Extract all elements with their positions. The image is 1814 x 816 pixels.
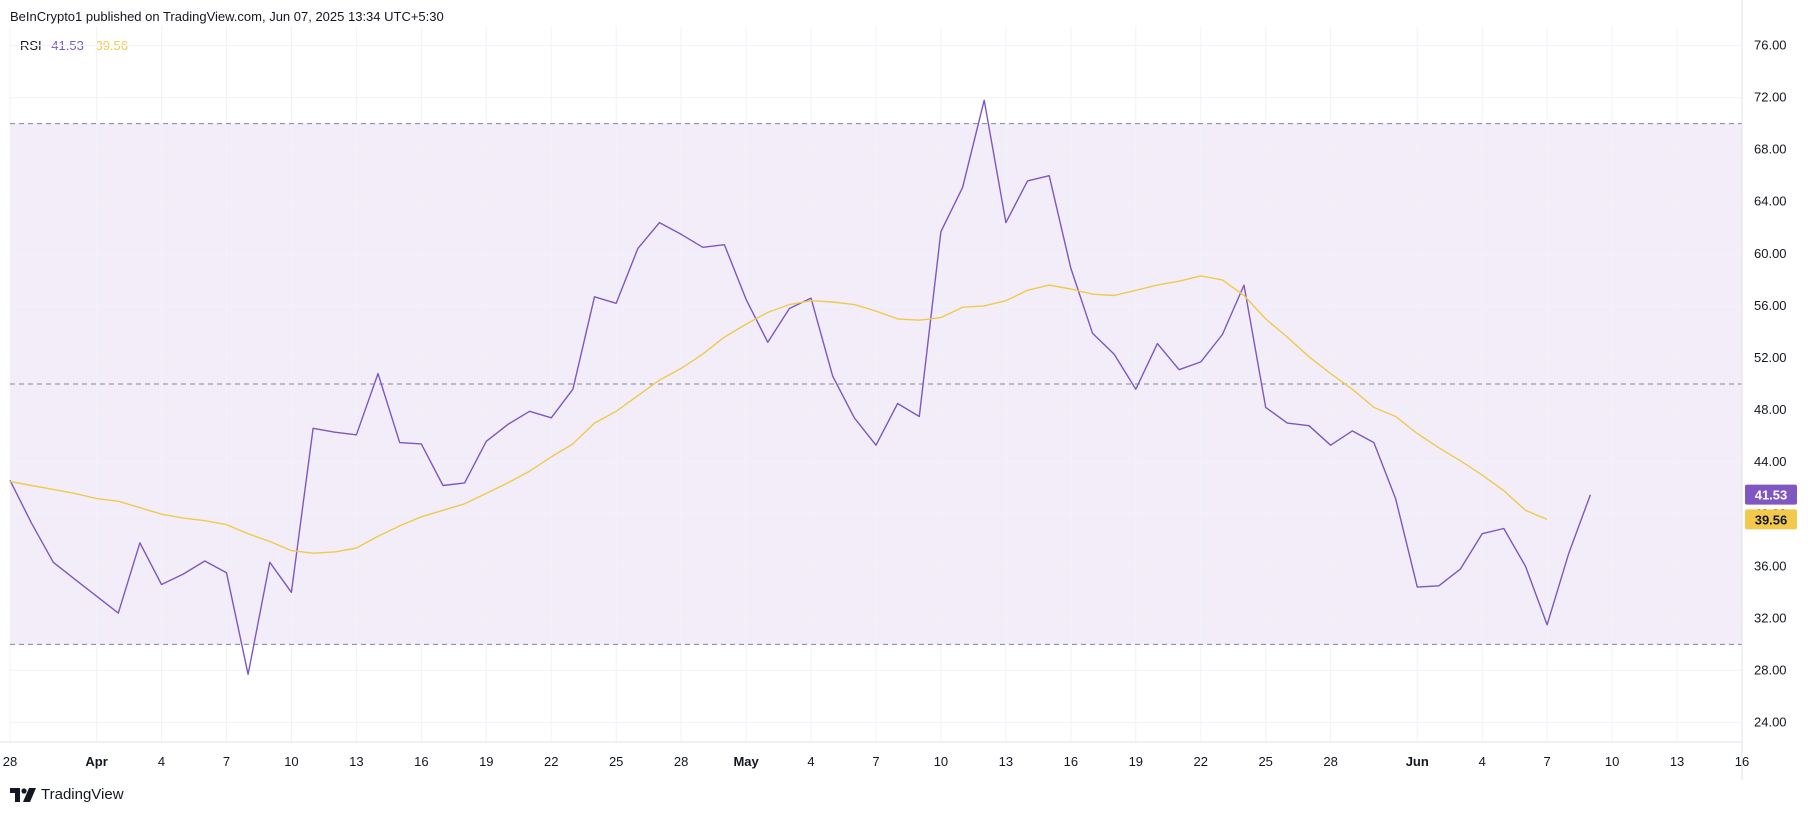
y-tick-label: 44.00	[1754, 454, 1787, 469]
x-tick-label: 10	[1605, 754, 1619, 769]
x-tick-label: 10	[284, 754, 298, 769]
ma-last-value-badge	[1745, 509, 1797, 530]
x-tick-label: 13	[349, 754, 363, 769]
x-tick-label: 19	[1129, 754, 1143, 769]
y-tick-label: 64.00	[1754, 194, 1787, 209]
x-tick-label: 28	[674, 754, 688, 769]
tradingview-brand: TradingView	[41, 786, 124, 803]
x-tick-label: 25	[609, 754, 623, 769]
tradingview-logo[interactable]: TradingView	[10, 786, 124, 803]
y-tick-label: 48.00	[1754, 402, 1787, 417]
rsi-ma-line	[9, 275, 1548, 554]
x-tick-label: 10	[934, 754, 948, 769]
x-tick-label: 4	[158, 754, 165, 769]
x-tick-label: 25	[1258, 754, 1272, 769]
y-tick-label: 52.00	[1754, 350, 1787, 365]
tradingview-logo-icon	[10, 787, 36, 802]
x-tick-label: 13	[999, 754, 1013, 769]
x-tick-label: 28	[1323, 754, 1337, 769]
y-tick-label: 72.00	[1754, 90, 1787, 105]
y-tick-label: 24.00	[1754, 714, 1787, 729]
y-tick-label: 32.00	[1754, 610, 1787, 625]
x-tick-label: Apr	[85, 754, 107, 769]
x-tick-label: 7	[223, 754, 230, 769]
y-tick-label: 56.00	[1754, 298, 1787, 313]
rsi-last-value-text: 41.53	[1755, 488, 1788, 503]
x-tick-label: 19	[479, 754, 493, 769]
publish-attribution: BeInCrypto1 published on TradingView.com…	[10, 9, 444, 24]
x-tick-label: 4	[1479, 754, 1486, 769]
x-tick-label: 16	[1064, 754, 1078, 769]
rsi-chart[interactable]: 76.00 72.00 68.00 64.00 60.00 56.00 52.00 48.00…	[0, 0, 1814, 780]
y-tick-label: 76.00	[1754, 38, 1787, 53]
x-tick-label: Jun	[1406, 754, 1429, 769]
x-tick-label: 16	[1735, 754, 1749, 769]
x-tick-label: 13	[1670, 754, 1684, 769]
x-tick-label: 7	[1544, 754, 1551, 769]
ma-last-value-text: 39.56	[1755, 512, 1788, 527]
x-tick-label: 4	[807, 754, 814, 769]
x-tick-label: 7	[872, 754, 879, 769]
y-tick-label: 60.00	[1754, 246, 1787, 261]
x-tick-label: 22	[1194, 754, 1208, 769]
y-tick-label: 36.00	[1754, 558, 1787, 573]
y-tick-label: 68.00	[1754, 142, 1787, 157]
x-tick-label: 28	[3, 754, 17, 769]
rsi-last-value-badge	[1745, 484, 1797, 505]
x-tick-label: 16	[414, 754, 428, 769]
x-tick-label: 22	[544, 754, 558, 769]
y-tick-label: 28.00	[1754, 662, 1787, 677]
x-tick-label: May	[733, 754, 759, 769]
